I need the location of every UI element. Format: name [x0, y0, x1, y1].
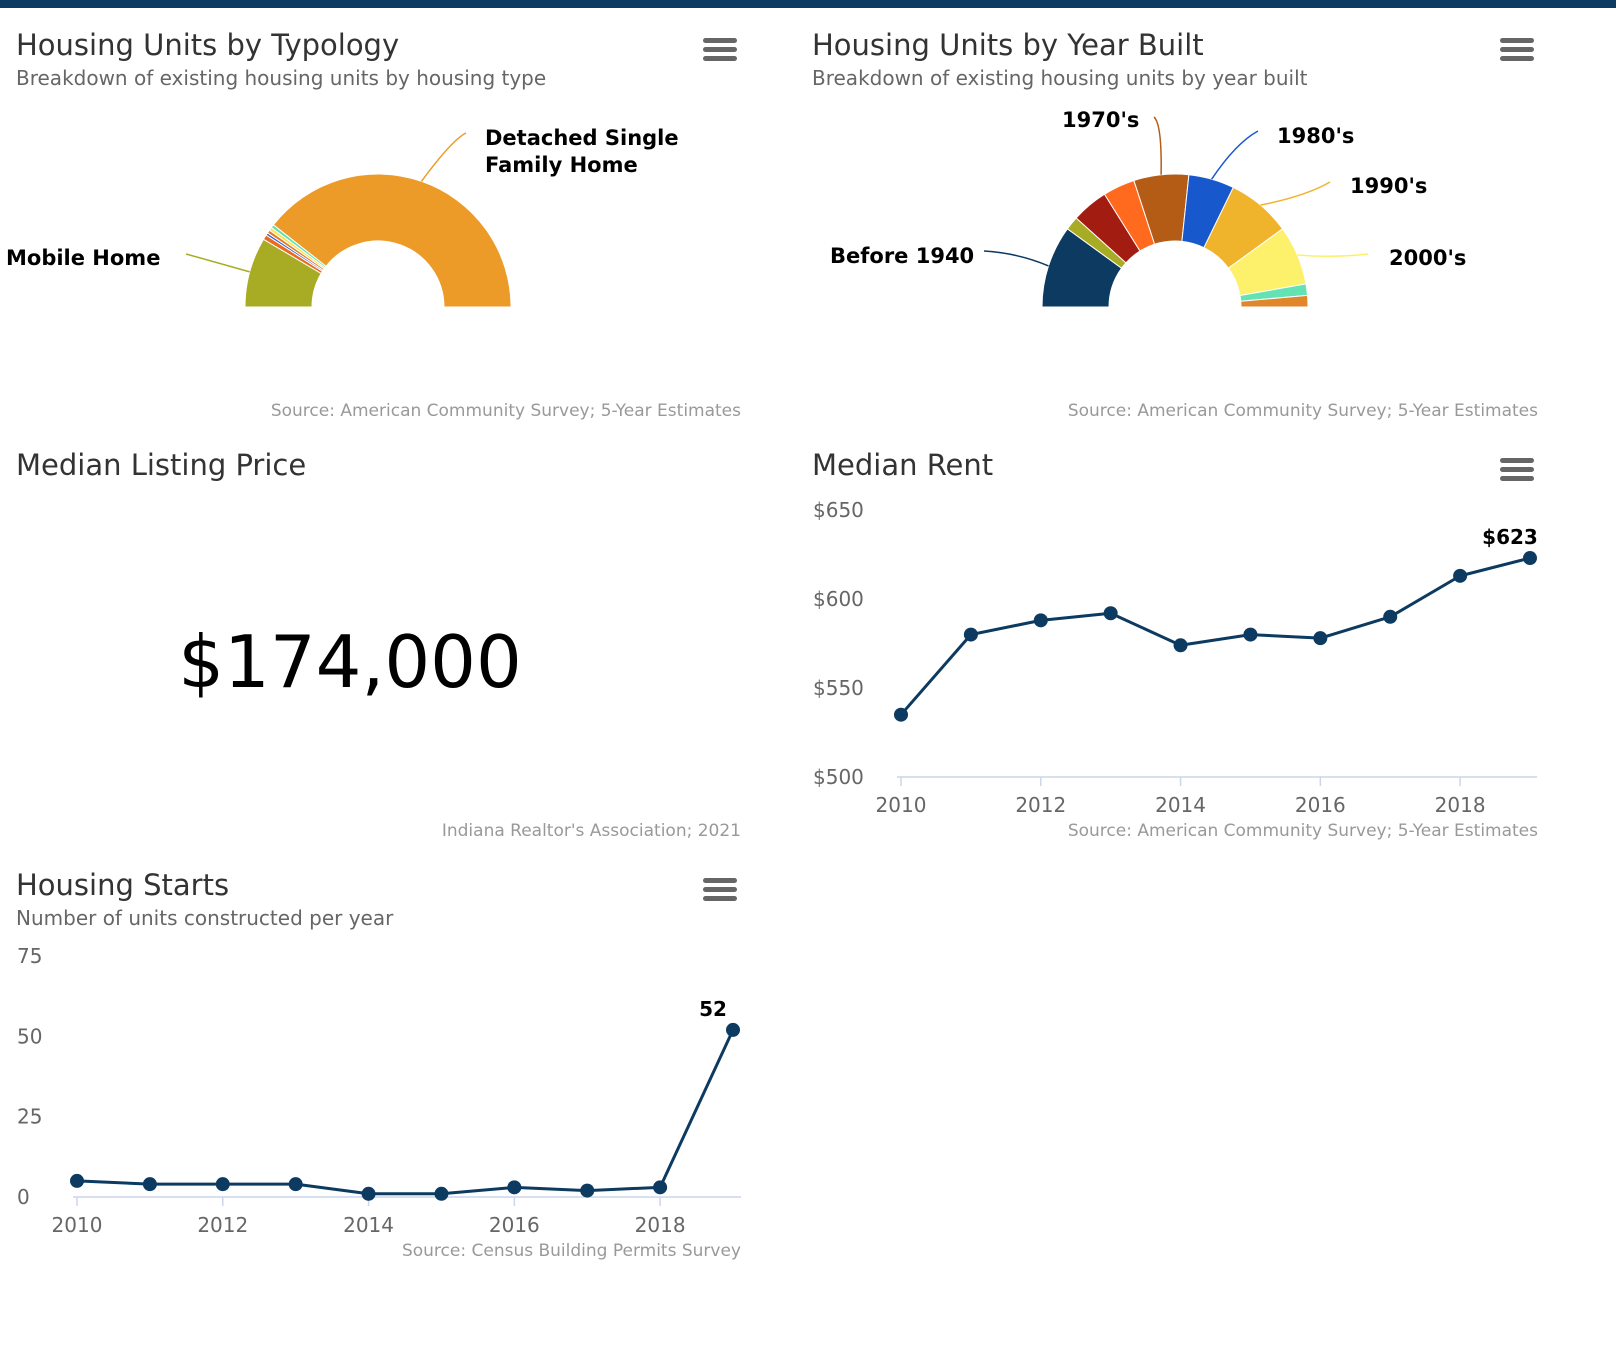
data-point-3 — [288, 1177, 303, 1192]
year-built-source: Source: American Community Survey; 5-Yea… — [1067, 401, 1538, 421]
year-built-chart: Before 1940 1970's 1980's 1990's 2000's — [830, 108, 1466, 308]
data-point-8 — [1453, 568, 1468, 583]
data-point-4 — [361, 1186, 376, 1201]
donut-connector-4 — [1153, 116, 1162, 175]
donut-slice-9 — [1240, 294, 1309, 308]
x-tick-label-3: 2016 — [1295, 793, 1346, 817]
donut-label-5: 1980's — [1277, 124, 1354, 148]
data-point-1 — [963, 627, 978, 642]
data-point-4 — [1173, 638, 1188, 653]
x-tick-label-0: 2010 — [876, 793, 927, 817]
y-tick-label-1: 25 — [17, 1105, 42, 1129]
housing-starts-source: Source: Census Building Permits Survey — [401, 1241, 741, 1261]
listing-price-title: Median Listing Price — [16, 448, 307, 482]
donut-connector-6 — [1260, 181, 1331, 206]
data-point-5 — [434, 1186, 449, 1201]
y-tick-label-3: 75 — [17, 944, 42, 968]
data-label-last: 52 — [699, 997, 727, 1021]
y-tick-label-2: 50 — [17, 1024, 42, 1048]
x-tick-label-1: 2012 — [197, 1213, 248, 1237]
median-rent-source: Source: American Community Survey; 5-Yea… — [1067, 821, 1538, 841]
typology-chart: Mobile Home Detached Single Family Home — [6, 126, 679, 308]
listing-price-value: $174,000 — [178, 620, 522, 704]
housing-starts-panel: Housing Starts Number of units construct… — [0, 840, 790, 1270]
typology-panel: Housing Units by Typology Breakdown of e… — [0, 0, 790, 430]
median-rent-title: Median Rent — [812, 448, 994, 482]
data-point-2 — [1033, 613, 1048, 628]
data-point-1 — [142, 1177, 157, 1192]
donut-connector-0 — [983, 250, 1049, 267]
donut-label-6: Detached Single Family Home — [485, 126, 679, 177]
listing-price-panel: Median Listing Price $174,000 Indiana Re… — [0, 420, 790, 850]
donut-label-0: Before 1940 — [830, 244, 974, 268]
donut-label-6: 1990's — [1350, 174, 1427, 198]
series-line — [899, 556, 1531, 716]
data-point-3 — [1103, 606, 1118, 621]
y-tick-label-2: $600 — [813, 587, 864, 611]
x-tick-label-0: 2010 — [52, 1213, 103, 1237]
housing-starts-chart: 0 25 50 75 2010 2012 2014 2016 2018 52 — [17, 944, 741, 1237]
data-point-7 — [1383, 609, 1398, 624]
donut-connector-5 — [1211, 130, 1259, 180]
donut-label-4: 1970's — [1062, 108, 1139, 132]
year-built-subtitle: Breakdown of existing housing units by y… — [812, 66, 1308, 90]
x-tick-label-2: 2014 — [343, 1213, 394, 1237]
data-point-0 — [70, 1173, 84, 1188]
x-tick-label-4: 2018 — [635, 1213, 686, 1237]
housing-starts-title: Housing Starts — [16, 868, 230, 902]
typology-subtitle: Breakdown of existing housing units by h… — [16, 66, 547, 90]
x-tick-label-1: 2012 — [1015, 793, 1066, 817]
y-tick-label-1: $550 — [813, 676, 864, 700]
donut-slice-6 — [272, 173, 512, 308]
donut-connector-7 — [1297, 253, 1369, 258]
data-point-9 — [726, 1022, 740, 1037]
year-built-hamburger-menu-icon[interactable] — [1500, 35, 1534, 63]
data-point-9 — [1523, 551, 1537, 566]
series-line — [76, 1029, 735, 1196]
y-tick-label-0: $500 — [813, 765, 864, 789]
year-built-panel: Housing Units by Year Built Breakdown of… — [796, 0, 1586, 430]
data-point-2 — [215, 1177, 230, 1192]
data-label-last: $623 — [1482, 525, 1538, 549]
listing-price-source: Indiana Realtor's Association; 2021 — [441, 821, 741, 841]
median-rent-chart: $500 $550 $600 $650 2010 2012 2014 2016 2018 $623 — [813, 498, 1538, 817]
data-point-6 — [1313, 631, 1328, 646]
data-point-5 — [1243, 627, 1258, 642]
top-accent-bar — [0, 0, 1616, 8]
housing-starts-subtitle: Number of units constructed per year — [16, 906, 394, 930]
x-tick-label-3: 2016 — [489, 1213, 540, 1237]
year-built-title: Housing Units by Year Built — [812, 28, 1204, 62]
y-tick-label-3: $650 — [813, 498, 864, 522]
donut-label-7: 2000's — [1389, 246, 1466, 270]
y-tick-label-0: 0 — [17, 1185, 30, 1209]
typology-title: Housing Units by Typology — [16, 28, 400, 62]
typology-hamburger-menu-icon[interactable] — [703, 35, 737, 63]
median-rent-panel: Median Rent $500 $550 $600 $650 2010 2012 2014… — [796, 420, 1586, 850]
donut-connector-6 — [420, 132, 467, 182]
data-point-0 — [894, 707, 908, 722]
housing-starts-hamburger-menu-icon[interactable] — [703, 875, 737, 903]
x-tick-label-2: 2014 — [1155, 793, 1206, 817]
donut-connector-0 — [185, 253, 250, 273]
data-point-7 — [580, 1183, 595, 1198]
x-tick-label-4: 2018 — [1435, 793, 1486, 817]
data-point-6 — [507, 1180, 522, 1195]
median-rent-hamburger-menu-icon[interactable] — [1500, 455, 1534, 483]
typology-source: Source: American Community Survey; 5-Yea… — [270, 401, 741, 421]
donut-label-0: Mobile Home — [6, 246, 160, 270]
data-point-8 — [653, 1180, 668, 1195]
